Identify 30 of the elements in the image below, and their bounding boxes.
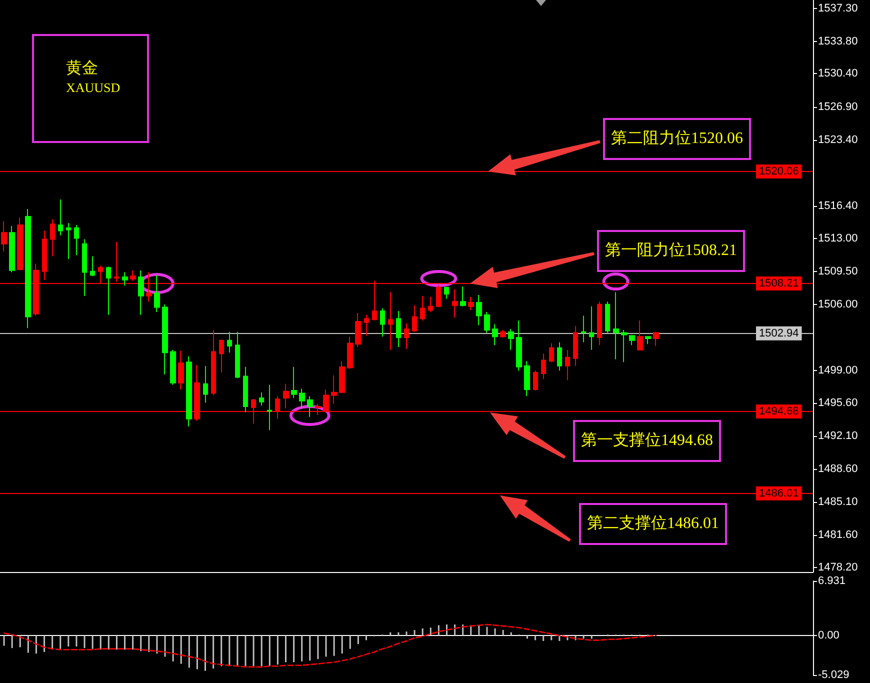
y-tick-label: 1499.00 [818,364,858,377]
y-tick-label: 1506.00 [818,298,858,310]
y-tick-label: 1495.60 [818,396,858,409]
y-tick-label: 1526.90 [818,100,858,113]
y-tick-label: 6.931 [818,575,846,587]
y-tick-label: 1530.40 [818,68,858,80]
y-tick-label: 1516.40 [818,200,858,212]
y-tick-label: 1478.20 [818,561,858,574]
y-tick-label: 1513.00 [818,232,858,244]
y-tick-label: 0.00 [818,629,840,642]
annotation: 第一支撑位1494.68 [573,420,721,462]
y-tick-label: 1533.80 [818,36,858,48]
annotation: 第二支撑位1486.01 [579,503,727,546]
y-tick-label: 1485.10 [818,496,858,508]
y-tick-label: -5.029 [818,669,850,681]
y-tick-label: 1488.60 [818,462,858,475]
y-tick-label: 1492.10 [818,430,858,442]
y-tick-label: 1509.50 [818,265,858,278]
y-tick-label: 1537.30 [818,2,858,15]
text: XAUUSD [66,79,122,97]
ref-line-label: 1502.94 [759,327,799,340]
ref-line-label: 1508.21 [759,278,799,290]
y-tick-label: 1481.60 [818,529,858,542]
annotation: 第一阻力位1508.21 [597,230,745,272]
ref-line-label: 1494.68 [759,405,799,418]
ref-line-label: 1520.06 [759,166,799,178]
annotation: 第二阻力位1520.06 [603,118,751,160]
ref-line-label: 1486.01 [759,487,799,500]
y-tick-label: 1523.40 [818,134,858,146]
text: 黄金 [66,59,99,79]
